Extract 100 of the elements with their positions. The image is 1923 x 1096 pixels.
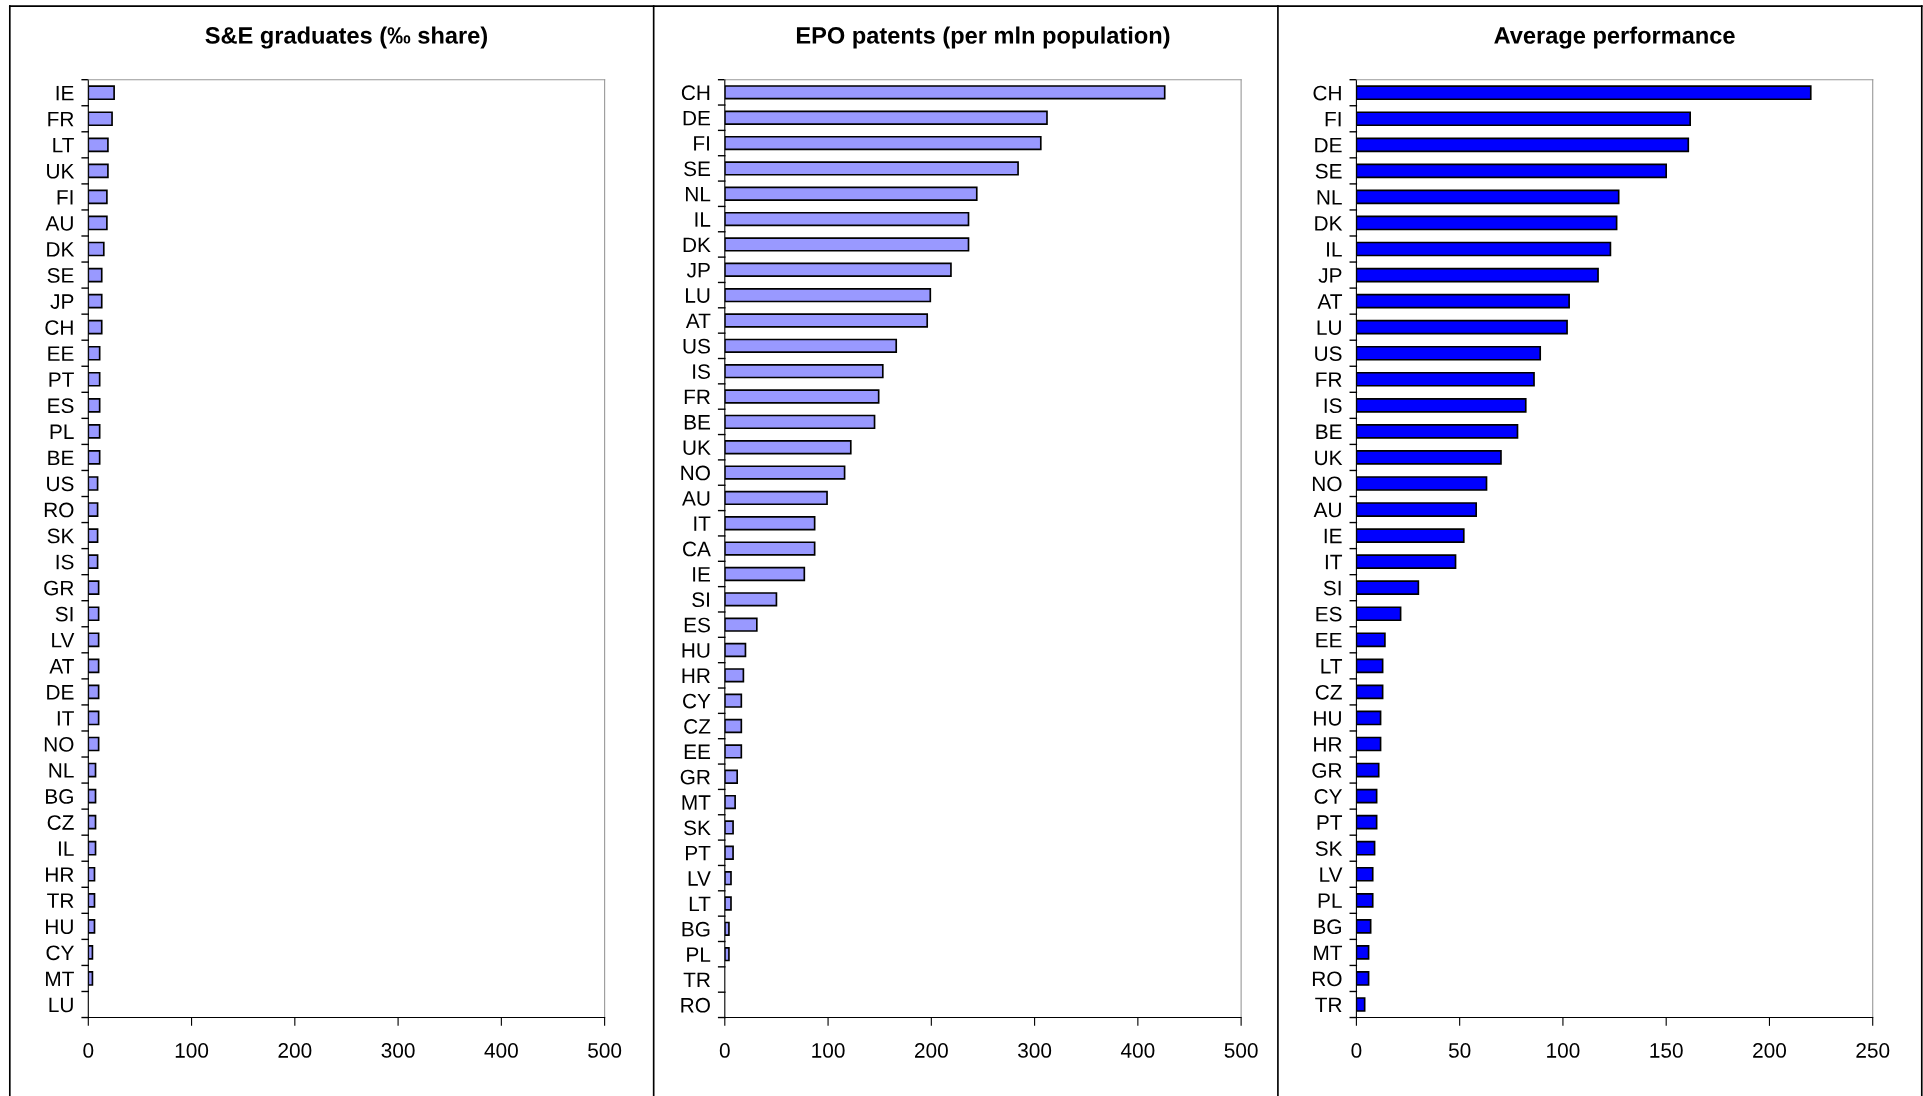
- x-tick-label: 150: [1650, 1043, 1683, 1058]
- y-tick-label: NL: [49, 763, 74, 778]
- y-tick-label: FR: [48, 111, 74, 127]
- y-tick-label: BE: [1316, 424, 1342, 439]
- y-tick-label: SI: [692, 592, 709, 608]
- y-tick-label: BE: [684, 415, 711, 430]
- y-tick-label: TR: [1315, 997, 1342, 1013]
- y-tick-label: NL: [1317, 190, 1342, 205]
- y-tick-label: CZ: [47, 815, 74, 830]
- y-tick-label: BG: [46, 789, 73, 804]
- x-tick-label: 0: [719, 1043, 730, 1058]
- y-tick-label: CA: [683, 541, 711, 557]
- x-tick-label: 300: [381, 1043, 415, 1058]
- y-tick-label: IS: [56, 554, 74, 570]
- y-tick-label: AT: [1317, 294, 1343, 309]
- y-tick-label: UK: [1315, 450, 1343, 466]
- y-tick-label: AT: [49, 659, 74, 674]
- y-tick-label: EE: [48, 346, 74, 361]
- y-tick-label: US: [1315, 346, 1342, 361]
- y-tick-label: LU: [49, 997, 73, 1013]
- y-tick-label: ES: [684, 617, 710, 633]
- y-tick-label: NO: [681, 465, 710, 481]
- y-tick-label: SI: [1323, 580, 1341, 596]
- y-tick-label: SK: [47, 528, 75, 544]
- x-tick-label: 0: [83, 1043, 94, 1058]
- y-tick-label: CH: [1313, 85, 1341, 101]
- y-tick-label: NL: [685, 186, 711, 202]
- y-tick-label: PT: [1317, 815, 1343, 830]
- y-tick-label: LT: [689, 896, 711, 912]
- y-tick-label: MT: [1314, 945, 1343, 960]
- y-tick-label: AU: [682, 491, 710, 506]
- y-tick-label: FI: [1325, 111, 1341, 127]
- x-tick-label: 400: [484, 1043, 518, 1058]
- y-tick-label: EE: [684, 744, 711, 759]
- chart-title: EPO patents (per mln population): [796, 26, 1170, 49]
- y-tick-label: LV: [1320, 867, 1343, 882]
- y-tick-label: RO: [44, 502, 74, 518]
- x-tick-label: 200: [1753, 1043, 1787, 1058]
- y-tick-label: HR: [682, 668, 710, 683]
- y-tick-label: PT: [686, 846, 711, 861]
- y-tick-label: DE: [683, 110, 711, 126]
- y-tick-label: LV: [52, 633, 75, 648]
- y-tick-label: SE: [1315, 163, 1342, 179]
- y-tick-label: HU: [682, 643, 710, 658]
- y-tick-label: SI: [55, 606, 73, 622]
- y-tick-label: EE: [1316, 633, 1342, 648]
- y-tick-label: IS: [1324, 398, 1342, 414]
- y-tick-label: HU: [1314, 711, 1341, 726]
- y-tick-label: DE: [1315, 138, 1342, 153]
- y-tick-label: FI: [57, 190, 73, 205]
- y-tick-label: DK: [1315, 216, 1343, 231]
- y-tick-label: CZ: [684, 719, 711, 734]
- y-tick-label: RO: [681, 997, 710, 1013]
- y-tick-label: FR: [684, 389, 710, 405]
- y-tick-label: PL: [50, 424, 74, 439]
- y-tick-label: SE: [684, 161, 711, 177]
- y-tick-label: IE: [693, 567, 711, 582]
- y-tick-label: PT: [49, 372, 74, 387]
- y-tick-label: GR: [44, 580, 74, 596]
- y-tick-label: IT: [57, 711, 74, 726]
- y-tick-label: CH: [681, 85, 710, 101]
- y-tick-label: JP: [686, 263, 710, 278]
- y-tick-label: IE: [56, 85, 74, 101]
- y-tick-label: IE: [1324, 528, 1342, 544]
- x-tick-label: 250: [1856, 1043, 1890, 1058]
- y-tick-label: UK: [683, 440, 711, 455]
- y-tick-label: JP: [50, 294, 74, 309]
- y-tick-label: BE: [48, 450, 74, 465]
- y-tick-label: IL: [1327, 242, 1342, 257]
- y-tick-label: ES: [1316, 606, 1342, 622]
- x-tick-label: 400: [1120, 1043, 1155, 1058]
- y-tick-label: LT: [1321, 659, 1343, 674]
- y-tick-label: IS: [693, 364, 710, 379]
- y-tick-label: HR: [46, 867, 74, 882]
- y-tick-label: MT: [46, 971, 74, 987]
- y-tick-label: US: [47, 476, 74, 492]
- y-tick-label: LU: [1317, 320, 1341, 335]
- y-tick-label: JP: [1318, 268, 1342, 283]
- y-tick-label: LT: [53, 138, 74, 153]
- y-tick-label: IL: [695, 212, 711, 227]
- x-tick-label: 100: [1547, 1043, 1580, 1058]
- x-tick-label: 300: [1018, 1043, 1052, 1058]
- y-tick-label: SK: [1315, 841, 1343, 856]
- y-tick-label: US: [683, 338, 710, 354]
- y-tick-label: ES: [48, 398, 74, 414]
- y-tick-label: SK: [684, 820, 711, 836]
- x-tick-label: 500: [588, 1043, 622, 1058]
- y-tick-label: GR: [1312, 763, 1342, 778]
- y-tick-label: LU: [685, 288, 710, 303]
- y-tick-label: AT: [685, 313, 711, 329]
- y-tick-label: CY: [46, 945, 74, 961]
- y-tick-label: DK: [683, 237, 711, 252]
- y-tick-label: GR: [680, 769, 710, 785]
- y-tick-label: TR: [683, 972, 710, 988]
- y-tick-label: BG: [682, 921, 710, 937]
- y-tick-label: FR: [1316, 372, 1342, 387]
- y-tick-label: MT: [682, 795, 711, 810]
- y-tick-label: CY: [683, 693, 711, 709]
- y-tick-label: PL: [1318, 893, 1342, 908]
- y-tick-label: CH: [45, 320, 73, 335]
